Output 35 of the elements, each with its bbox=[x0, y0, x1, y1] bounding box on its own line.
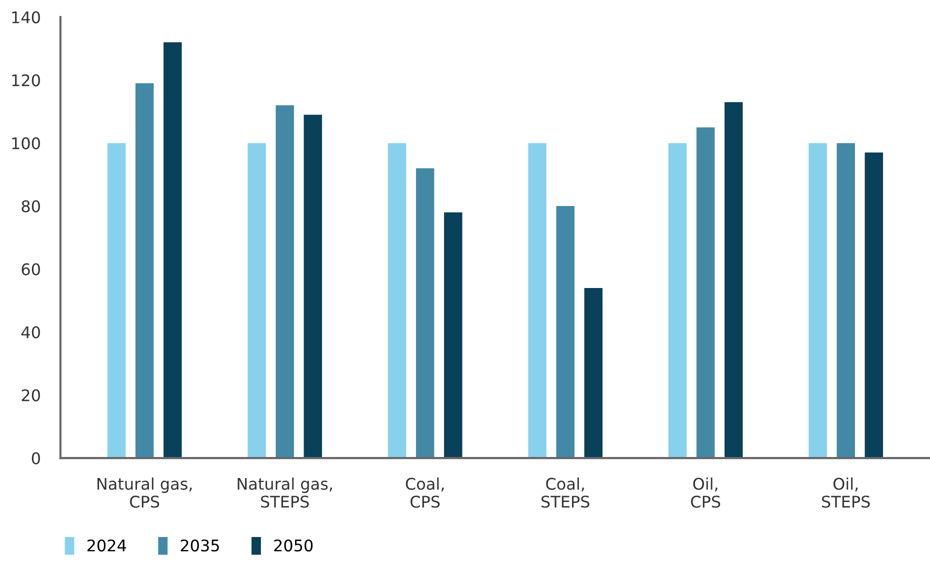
bar bbox=[304, 114, 322, 458]
bar bbox=[107, 143, 126, 458]
y-tick-label: 40 bbox=[21, 326, 40, 338]
bar bbox=[135, 83, 154, 458]
x-tick-label: Natural gas, STEPS bbox=[238, 477, 332, 508]
legend-label: 2035 bbox=[180, 539, 219, 552]
bar bbox=[724, 102, 743, 458]
y-tick-label: 20 bbox=[22, 389, 40, 402]
bar bbox=[416, 168, 434, 458]
bar bbox=[808, 143, 827, 458]
bar bbox=[556, 206, 574, 458]
y-tick-label: 120 bbox=[12, 74, 40, 86]
y-tick-label: 100 bbox=[12, 137, 40, 150]
bar bbox=[528, 143, 546, 458]
y-tick-label: 0 bbox=[32, 452, 40, 464]
x-tick-label: Oil, STEPS bbox=[822, 477, 870, 508]
y-tick-label: 60 bbox=[22, 263, 40, 276]
legend-label: 2050 bbox=[274, 539, 313, 552]
bar bbox=[248, 143, 266, 458]
bar bbox=[864, 152, 884, 458]
x-tick-label: Coal, STEPS bbox=[542, 477, 590, 508]
y-tick-label: 80 bbox=[22, 200, 40, 212]
x-tick-label: Natural gas, CPS bbox=[98, 477, 192, 508]
y-tick-label: 140 bbox=[12, 11, 40, 24]
x-tick-label: Coal, CPS bbox=[406, 477, 444, 508]
bar bbox=[696, 127, 715, 458]
bar bbox=[276, 105, 294, 458]
bar bbox=[164, 42, 182, 458]
bar bbox=[444, 212, 462, 458]
bar bbox=[836, 143, 855, 458]
bar bbox=[668, 143, 687, 458]
legend-label: 2024 bbox=[87, 539, 126, 552]
x-tick-label: Oil, CPS bbox=[691, 477, 720, 508]
bar bbox=[388, 143, 406, 458]
bar bbox=[584, 288, 603, 458]
